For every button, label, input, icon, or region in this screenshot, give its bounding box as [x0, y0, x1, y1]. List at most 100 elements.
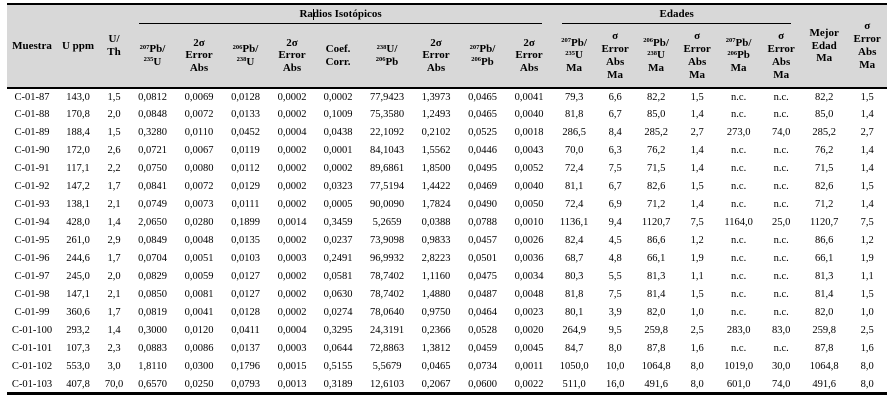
value-cell: 0,0018 [514, 127, 544, 139]
value-cell: 96,9932 [369, 253, 405, 265]
value-cell: 8,0 [690, 361, 704, 373]
column-header-2sigma-error: 2σ Error Abs [413, 24, 459, 88]
value-cell: 0,0475 [468, 271, 497, 283]
value-cell: 1,1160 [421, 271, 451, 283]
value-cell: n.c. [773, 289, 789, 301]
value-cell: 81,3 [815, 271, 834, 283]
value-cell: 0,5155 [323, 361, 353, 373]
value-cell: 0,2102 [421, 127, 451, 139]
value-cell: n.c. [773, 235, 789, 247]
sample-id-cell: C-01-93 [14, 199, 50, 211]
value-cell: 0,0002 [277, 109, 307, 121]
value-cell: 78,7402 [369, 289, 405, 301]
value-cell: 1064,8 [641, 361, 671, 373]
value-cell: 81,4 [815, 289, 834, 301]
value-cell: 0,0464 [468, 307, 497, 319]
value-cell: 0,0026 [514, 235, 544, 247]
value-cell: 0,1899 [231, 217, 260, 229]
column-header-u-th: U/Th [99, 4, 129, 88]
value-cell: 0,0280 [184, 217, 214, 229]
column-header-206pb-238u-ma: 206Pb/238U Ma [634, 24, 679, 88]
value-cell: 0,1009 [323, 109, 353, 121]
value-cell: 264,9 [562, 325, 586, 337]
value-cell: 2,8223 [421, 253, 451, 265]
sample-id-cell: C-01-88 [14, 109, 50, 121]
value-cell: 360,6 [66, 307, 90, 319]
value-cell: n.c. [773, 109, 789, 121]
value-cell: 1,5 [107, 91, 121, 103]
value-cell: 0,0002 [277, 235, 307, 247]
value-cell: 0,0600 [468, 378, 497, 390]
value-cell: 82,2 [815, 91, 834, 103]
value-cell: 1,6 [690, 343, 704, 355]
column-header-sigma-error-ma: σ Error Abs Ma [596, 24, 635, 88]
value-cell: 6,6 [608, 91, 622, 103]
value-cell: 1,5 [860, 181, 874, 193]
value-cell: 70,0 [564, 145, 584, 157]
value-cell: 86,6 [815, 235, 834, 247]
value-cell: 1,1 [690, 271, 704, 283]
value-cell: 0,0128 [231, 91, 260, 103]
value-cell: 491,6 [812, 378, 836, 390]
value-cell: n.c. [773, 145, 789, 157]
value-cell: 8,0 [860, 378, 874, 390]
value-cell: 77,9423 [369, 91, 405, 103]
value-cell: 0,0069 [184, 91, 214, 103]
table-row: C-01-90 172,0 2,6 0,0721 0,0067 0,0119 0,0002 0… [7, 142, 887, 160]
value-cell: 0,0002 [277, 271, 307, 283]
value-cell: 1,2 [690, 235, 704, 247]
group-header-radios-isotopicos: Radios Isotópicos [129, 4, 553, 25]
value-cell: 0,0072 [184, 181, 214, 193]
column-header-muestra: Muestra [7, 4, 57, 88]
value-cell: 172,0 [66, 145, 90, 157]
value-cell: 7,5 [608, 163, 622, 175]
value-cell: n.c. [731, 163, 747, 175]
value-cell: 259,8 [812, 325, 836, 337]
value-cell: 0,0067 [184, 145, 214, 157]
value-cell: 79,3 [564, 91, 584, 103]
value-cell: 82,0 [815, 307, 834, 319]
value-cell: 86,6 [646, 235, 666, 247]
value-cell: 1,4 [690, 109, 704, 121]
value-cell: 8,0 [608, 343, 622, 355]
value-cell: 1,2493 [421, 109, 451, 121]
value-cell: 1,7824 [421, 199, 451, 211]
value-cell: 0,0110 [184, 127, 214, 139]
value-cell: 0,0128 [231, 307, 260, 319]
sample-id-cell: C-01-98 [14, 289, 50, 301]
value-cell: 81,8 [564, 289, 584, 301]
value-cell: 0,0528 [468, 325, 497, 337]
value-cell: 1,3973 [421, 91, 451, 103]
value-cell: n.c. [731, 91, 747, 103]
column-header-207pb-235u: 207Pb/235U [129, 24, 176, 88]
value-cell: n.c. [731, 307, 747, 319]
table-row: C-01-94 428,0 1,4 2,0650 0,0280 0,1899 0,0014 0… [7, 214, 887, 232]
value-cell: 82,6 [815, 181, 834, 193]
value-cell: 2,1 [107, 199, 121, 211]
value-cell: 0,2067 [421, 378, 451, 390]
value-cell: 6,7 [608, 181, 622, 193]
value-cell: 80,3 [564, 271, 584, 283]
value-cell: 0,0081 [184, 289, 214, 301]
value-cell: 0,0749 [138, 199, 167, 211]
value-cell: 71,2 [646, 199, 666, 211]
value-cell: n.c. [731, 199, 747, 211]
value-cell: 71,2 [815, 199, 834, 211]
value-cell: 2,2 [107, 163, 121, 175]
value-cell: 1,0 [860, 307, 874, 319]
value-cell: 2,6 [107, 145, 121, 157]
value-cell: 0,0002 [277, 307, 307, 319]
value-cell: 2,7 [690, 127, 704, 139]
column-header-207pb-235u-ma: 207Pb/235U Ma [552, 24, 597, 88]
value-cell: 0,0014 [277, 217, 307, 229]
table-row: C-01-91 117,1 2,2 0,0750 0,0080 0,0112 0,0002 0… [7, 160, 887, 178]
value-cell: 0,0004 [277, 127, 307, 139]
value-cell: 244,6 [66, 253, 90, 265]
value-cell: 1,4 [860, 109, 874, 121]
value-cell: 0,0469 [468, 181, 497, 193]
table-row: C-01-103 407,8 70,0 0,6570 0,0250 0,0793 0,001… [7, 376, 887, 394]
value-cell: 1019,0 [724, 361, 754, 373]
value-cell: 0,0457 [468, 235, 497, 247]
value-cell: 0,0819 [138, 307, 167, 319]
value-cell: 0,0041 [184, 307, 214, 319]
